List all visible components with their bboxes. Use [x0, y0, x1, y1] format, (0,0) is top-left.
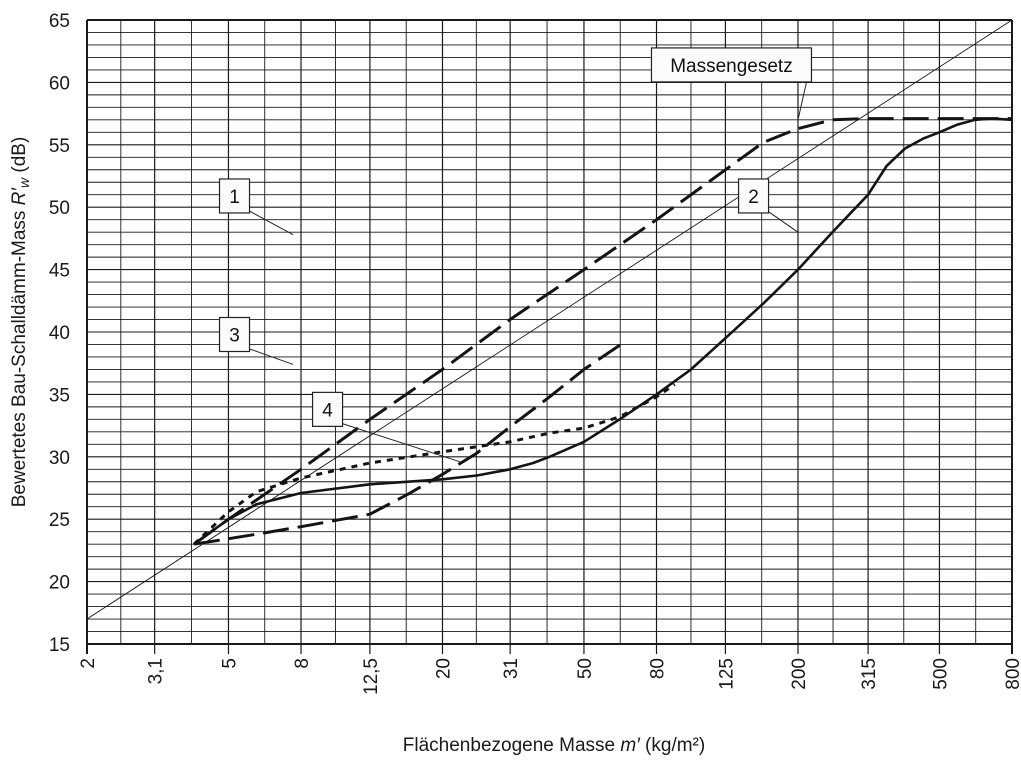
callout-leader-line [245, 347, 294, 365]
x-tick-label: 3,1 [146, 658, 167, 684]
callout-leader-line [245, 208, 294, 236]
y-tick-label: 30 [49, 448, 70, 469]
x-tick-label: 800 [1003, 658, 1021, 690]
x-tick-label: 315 [859, 658, 880, 690]
y-tick-label: 65 [49, 11, 70, 32]
callout-box [218, 316, 251, 353]
callout-box [650, 47, 813, 83]
y-tick-label: 25 [49, 510, 70, 531]
y-tick-label: 40 [49, 323, 70, 344]
x-tick-label: 500 [930, 658, 951, 690]
x-axis-label: Flächenbezogene Masse m′ (kg/m²) [403, 735, 705, 756]
x-tick-label: 80 [648, 658, 669, 679]
y-axis-label-main: Bewertetes Bau-Schalldämm-Mass [9, 205, 30, 507]
y-tick-label: 35 [49, 385, 70, 406]
series-layer [86, 19, 1013, 620]
series-line-2 [193, 117, 1013, 546]
x-tick-label: 125 [716, 658, 737, 690]
y-axis-label: Bewertetes Bau-Schalldämm-Mass R′w (dB) [9, 137, 32, 508]
callout-label: 4 [322, 400, 333, 421]
x-axis-label-variable: m′ [620, 735, 641, 756]
callout-box [218, 178, 251, 214]
y-tick-label: 20 [49, 573, 70, 594]
x-tick-label: 2 [78, 658, 99, 669]
callout-label: 1 [229, 187, 240, 208]
y-axis-label-variable: R′ [9, 187, 30, 206]
y-tick-label: 15 [49, 635, 70, 656]
callout-box [737, 178, 770, 214]
callout-2: 2 [737, 178, 799, 233]
callout-label: 3 [229, 325, 240, 346]
series-line-1 [193, 117, 1012, 546]
x-tick-label: 5 [219, 658, 240, 669]
callout-3: 3 [218, 316, 294, 365]
callouts: Massengesetz 1 2 3 4 [218, 47, 813, 463]
x-axis-label-unit: (kg/m²) [640, 735, 705, 756]
callout-leader-line [338, 421, 461, 463]
callout-leader-line [797, 77, 808, 120]
y-tick-label: 55 [49, 136, 70, 157]
callout-label: Massengesetz [670, 56, 793, 77]
x-tick-label: 200 [789, 658, 810, 690]
x-tick-label: 20 [433, 658, 454, 679]
x-tick-label: 12,5 [361, 658, 382, 695]
y-tick-label: 45 [49, 261, 70, 282]
series-line-4 [192, 383, 676, 546]
x-tick-label: 31 [501, 658, 522, 679]
y-axis-label-subscript: w [16, 177, 32, 188]
y-tick-label: 60 [49, 73, 70, 94]
callout-1: 1 [218, 178, 294, 236]
series-line-3 [193, 340, 626, 546]
callout-box [311, 391, 344, 427]
grid [86, 19, 1013, 654]
callout-label: 2 [748, 187, 759, 208]
callout-leader-line [764, 208, 799, 233]
y-tick-label: 50 [49, 198, 70, 219]
x-tick-label: 50 [575, 658, 596, 679]
x-axis-label-main: Flächenbezogene Masse [403, 735, 621, 756]
callout-massengesetz: Massengesetz [650, 47, 813, 120]
x-tick-label: 8 [292, 658, 313, 669]
y-axis-label-unit: (dB) [9, 137, 30, 178]
callout-4: 4 [311, 391, 461, 463]
